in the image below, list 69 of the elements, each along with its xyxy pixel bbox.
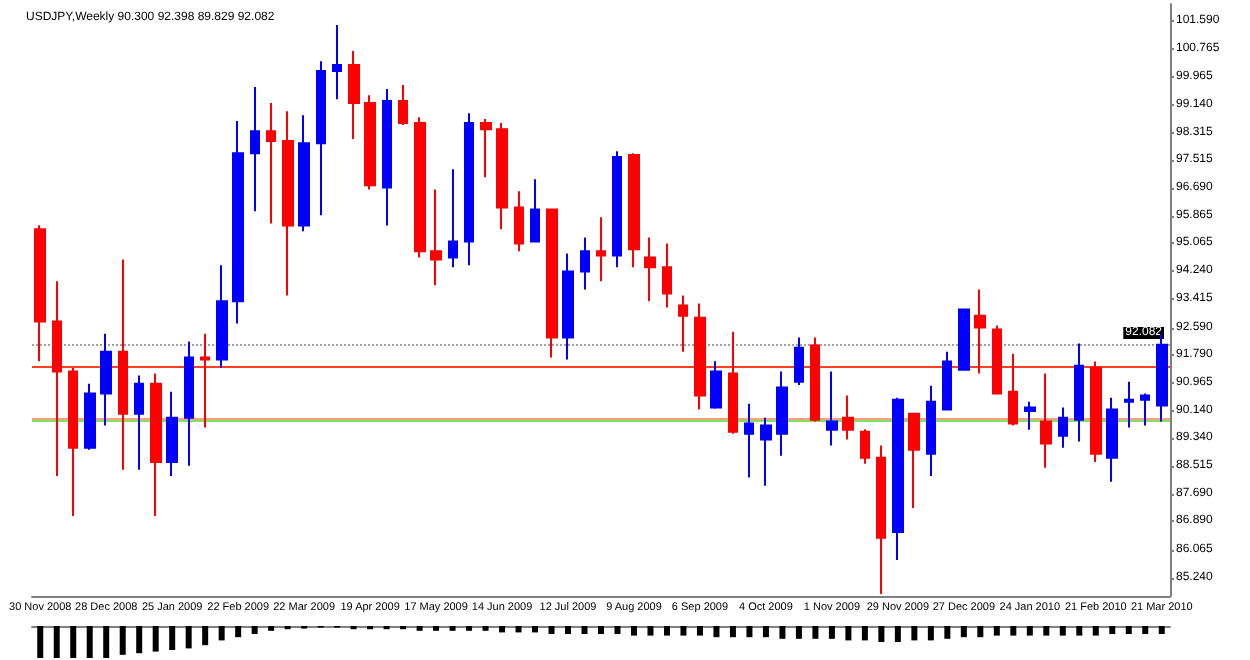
candlestick bbox=[612, 150, 622, 269]
candlestick bbox=[860, 428, 870, 465]
candlestick bbox=[662, 242, 672, 309]
candlestick bbox=[794, 336, 804, 387]
candlestick bbox=[694, 302, 706, 411]
candlestick bbox=[1024, 400, 1036, 431]
candlestick bbox=[644, 236, 656, 303]
candlestick bbox=[52, 280, 62, 477]
candlestick bbox=[580, 236, 590, 291]
candlestick bbox=[480, 118, 492, 179]
candlestick bbox=[118, 258, 128, 471]
candlestick bbox=[1156, 333, 1168, 423]
candlestick bbox=[464, 112, 474, 267]
candlestick bbox=[992, 324, 1002, 395]
candlestick bbox=[958, 308, 970, 371]
candlestick bbox=[1008, 352, 1018, 427]
candlestick bbox=[348, 49, 360, 141]
candlestick bbox=[826, 370, 838, 447]
candlestick bbox=[842, 394, 854, 441]
candlestick bbox=[200, 332, 210, 429]
candlestick bbox=[810, 336, 820, 423]
candlestick bbox=[364, 94, 376, 191]
candlestick bbox=[232, 120, 244, 325]
candlestick bbox=[496, 122, 508, 231]
candlestick bbox=[628, 152, 640, 269]
candlestick bbox=[184, 340, 194, 467]
candlestick bbox=[974, 288, 986, 375]
candlestick bbox=[414, 116, 426, 259]
candlestick bbox=[34, 224, 46, 363]
candlestick bbox=[398, 83, 408, 127]
candlestick bbox=[596, 216, 606, 283]
candlestick bbox=[562, 252, 574, 361]
candlestick bbox=[1140, 392, 1150, 427]
candlestick bbox=[216, 264, 228, 369]
candlestick bbox=[942, 350, 952, 411]
candlestick bbox=[1040, 372, 1052, 469]
candlestick bbox=[448, 168, 458, 269]
candlestick bbox=[1106, 396, 1118, 483]
candlestick bbox=[332, 24, 342, 101]
candlestick bbox=[926, 384, 936, 477]
candlestick bbox=[150, 372, 162, 518]
candlestick bbox=[1074, 342, 1084, 443]
candlestick bbox=[166, 390, 178, 477]
candlestick bbox=[250, 86, 260, 213]
candlestick bbox=[100, 332, 112, 427]
candlestick bbox=[728, 330, 738, 435]
candlestick bbox=[316, 60, 326, 217]
candlestick bbox=[776, 370, 788, 457]
candlestick bbox=[298, 114, 310, 233]
candlestick bbox=[892, 396, 904, 561]
candlestick bbox=[908, 412, 920, 509]
candlestick bbox=[1058, 406, 1068, 449]
candlestick bbox=[760, 416, 772, 487]
candlestick bbox=[382, 88, 392, 227]
candlestick bbox=[68, 367, 78, 518]
candlestick bbox=[710, 360, 722, 410]
candlestick bbox=[282, 110, 294, 297]
candlestick bbox=[678, 294, 688, 353]
candlestick bbox=[430, 188, 442, 287]
candlestick bbox=[1090, 360, 1102, 463]
candlestick bbox=[876, 444, 886, 595]
candlestick bbox=[1124, 380, 1134, 429]
candlestick bbox=[84, 382, 96, 451]
candlestick bbox=[514, 190, 524, 253]
candlestick bbox=[134, 374, 144, 471]
candlestick bbox=[530, 178, 540, 243]
candlestick bbox=[744, 402, 754, 479]
candlestick bbox=[266, 102, 276, 225]
candlestick bbox=[546, 208, 558, 359]
